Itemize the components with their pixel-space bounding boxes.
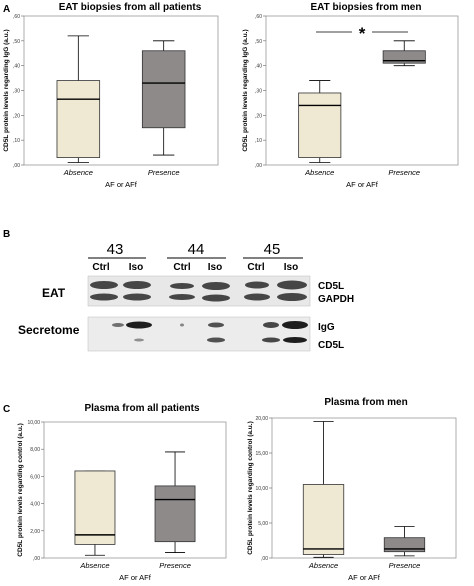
box-iqr — [141, 50, 186, 129]
blot-condition: Ctrl — [173, 262, 190, 273]
plot-area — [271, 417, 457, 559]
y-tick-label: ,00 — [33, 556, 40, 562]
y-tick-label: 8,00 — [30, 447, 40, 453]
blot-band-label-cd5l: CD5L — [318, 281, 344, 292]
y-tick-label: ,60 — [13, 14, 20, 20]
plot-area — [43, 421, 227, 559]
chart-eat-men: EAT biopsies from men ,00 ,10 ,20 ,30 ,40 ,50,… — [242, 2, 459, 189]
box-presence — [383, 526, 426, 557]
x-axis-label: AF or AFf — [105, 180, 138, 189]
box-presence — [141, 40, 186, 156]
box-iqr — [298, 92, 342, 158]
box-absence — [56, 35, 101, 163]
blot-band-label-igg: IgG — [318, 322, 335, 333]
box-absence — [302, 421, 345, 558]
y-axis-label: CD5L protein levels regarding IgG (a.u.) — [3, 29, 10, 151]
western-blot: 43 44 45 Ctrl Iso Ctrl Iso Ctrl Iso EAT — [18, 241, 354, 352]
y-tick-label: ,20 — [13, 113, 20, 119]
blot-row-label-secretome: Secretome — [18, 323, 80, 337]
box-iqr — [74, 470, 116, 545]
blot-condition: Iso — [129, 262, 143, 273]
box-presence — [154, 451, 196, 553]
blot-patient-43: 43 — [107, 241, 124, 258]
y-tick-label: 20,00 — [255, 416, 268, 422]
box-iqr — [154, 485, 196, 543]
blot-strip-eat — [87, 275, 311, 307]
y-tick-label: ,30 — [13, 89, 20, 95]
blot-band-label-gapdh: GAPDH — [318, 294, 354, 305]
significance-marker: * — [359, 24, 366, 43]
blot-bands-eat — [90, 280, 307, 302]
y-tick-label: 2,00 — [30, 529, 40, 535]
y-axis-label: CD5L protein levels regarding control (a… — [247, 421, 254, 555]
blot-row-label-eat: EAT — [42, 286, 66, 300]
x-tick-label: Absence — [308, 561, 338, 570]
x-tick-label: Presence — [148, 168, 180, 177]
blot-strip-secretome — [87, 316, 311, 352]
y-tick-label: ,40 — [255, 64, 262, 70]
blot-patient-44: 44 — [188, 241, 205, 258]
y-tick-label: ,00 — [261, 556, 268, 562]
plot-area — [23, 15, 219, 166]
y-tick-label: ,30 — [255, 89, 262, 95]
x-tick-label: Absence — [304, 168, 334, 177]
box-iqr — [302, 484, 345, 555]
y-tick-label: ,10 — [255, 138, 262, 144]
chart-title: Plasma from men — [324, 397, 407, 408]
panel-label-a: A — [3, 4, 10, 15]
box-absence — [74, 470, 116, 556]
y-tick-label: ,00 — [255, 163, 262, 169]
y-tick-label: ,20 — [255, 113, 262, 119]
y-tick-label: 4,00 — [30, 502, 40, 508]
x-axis-label: AF or AFf — [119, 573, 152, 582]
x-axis-label: AF or AFf — [346, 180, 379, 189]
x-tick-label: Presence — [159, 561, 191, 570]
chart-eat-all-patients: EAT biopsies from all patients ,00 ,10 ,20,… — [3, 2, 219, 189]
y-tick-label: ,50 — [255, 39, 262, 45]
y-tick-label: ,40 — [13, 64, 20, 70]
y-tick-label: 5,00 — [258, 521, 268, 527]
x-tick-label: Absence — [79, 561, 109, 570]
y-tick-label: ,60 — [255, 14, 262, 20]
blot-condition: Iso — [284, 262, 298, 273]
chart-title: EAT biopsies from men — [311, 2, 422, 13]
x-axis-label: AF or AFf — [348, 573, 381, 582]
blot-condition: Ctrl — [247, 262, 264, 273]
panel-label-b: B — [3, 229, 10, 240]
y-tick-label: 15,00 — [255, 451, 268, 457]
chart-plasma-men: Plasma from men ,00 5,00 10,00 15,00 20,00CD5… — [247, 397, 457, 582]
blot-bands-secretome — [112, 321, 308, 343]
chart-title: Plasma from all patients — [84, 403, 199, 414]
box-presence — [382, 40, 426, 67]
y-tick-label: ,00 — [13, 163, 20, 169]
y-tick-label: 6,00 — [30, 474, 40, 480]
blot-patient-45: 45 — [264, 241, 281, 258]
box-absence — [298, 80, 342, 163]
panel-label-c: C — [3, 404, 10, 415]
box-iqr — [56, 80, 101, 158]
blot-condition: Iso — [208, 262, 222, 273]
y-tick-label: 10,00 — [255, 486, 268, 492]
chart-plasma-all-patients: Plasma from all patients ,00 2,00 4,00 6,00 8… — [17, 403, 227, 582]
x-tick-label: Presence — [389, 561, 421, 570]
blot-condition: Ctrl — [92, 262, 109, 273]
blot-band-label-cd5l-secretome: CD5L — [318, 340, 344, 351]
y-axis-label: CD5L protein levels regarding IgG (a.u.) — [242, 29, 249, 151]
y-axis-label: CD5L protein levels regarding control (a… — [17, 423, 24, 557]
y-tick-label: 10,00 — [27, 420, 40, 426]
y-tick-label: ,10 — [13, 138, 20, 144]
x-tick-label: Presence — [388, 168, 420, 177]
x-tick-label: Absence — [63, 168, 93, 177]
y-tick-label: ,50 — [13, 39, 20, 45]
chart-title: EAT biopsies from all patients — [59, 2, 202, 13]
